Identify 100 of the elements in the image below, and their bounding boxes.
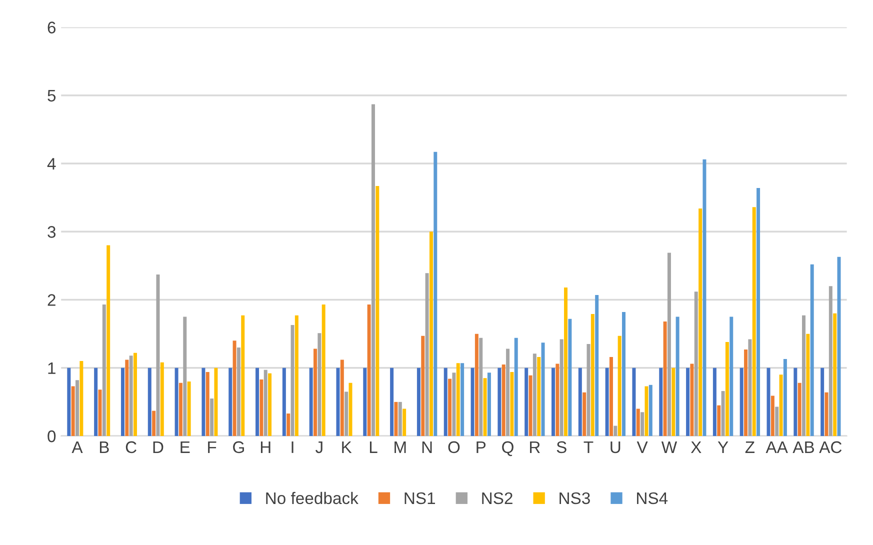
bar <box>444 368 448 436</box>
bar <box>798 382 802 436</box>
bar <box>833 313 837 436</box>
bar <box>290 324 294 436</box>
x-tick-label: AC <box>819 441 842 454</box>
bar <box>694 292 698 436</box>
bar <box>206 372 210 436</box>
bar <box>394 402 398 436</box>
bar <box>314 348 317 436</box>
bar <box>210 398 214 436</box>
bar <box>421 336 425 436</box>
legend-label: NS3 <box>560 492 590 504</box>
bar <box>318 333 322 436</box>
bar <box>752 207 756 436</box>
bar <box>152 410 156 436</box>
bar <box>712 368 716 436</box>
bar <box>94 368 98 436</box>
bar <box>590 314 594 436</box>
x-tick-label: T <box>584 441 594 453</box>
bar <box>340 360 344 436</box>
bar <box>605 368 609 436</box>
x-tick-label: K <box>342 441 352 453</box>
x-tick-label: E <box>180 441 190 453</box>
bar <box>667 252 671 436</box>
bar <box>80 361 84 436</box>
bar <box>133 352 137 436</box>
x-tick-label: S <box>556 441 566 454</box>
bar <box>129 356 133 436</box>
x-tick-label: D <box>153 441 164 453</box>
bar <box>309 368 313 436</box>
x-tick-label: Y <box>718 441 728 453</box>
bar <box>256 368 260 436</box>
bar <box>125 360 129 436</box>
bar <box>452 372 456 436</box>
bar <box>524 368 528 436</box>
bar <box>556 364 560 436</box>
bar <box>614 426 618 436</box>
bar <box>376 186 380 436</box>
bar <box>183 316 187 436</box>
bar <box>725 342 729 436</box>
bar <box>429 232 433 436</box>
bar <box>286 414 290 436</box>
bar <box>806 334 810 436</box>
bar <box>748 339 752 436</box>
bar <box>268 373 272 436</box>
bar <box>425 273 429 436</box>
bar <box>187 382 191 436</box>
bar <box>76 380 80 436</box>
x-tick-label: R <box>530 441 540 453</box>
bar <box>483 378 487 436</box>
bar <box>648 384 652 436</box>
bar <box>810 264 814 436</box>
legend-label: No feedback <box>266 492 358 504</box>
x-tick-label: W <box>661 441 678 453</box>
bar <box>67 368 71 436</box>
bar <box>178 382 182 436</box>
bar <box>98 390 102 436</box>
bar <box>775 406 779 436</box>
bar <box>510 372 514 436</box>
x-tick-label: AA <box>766 441 788 453</box>
bar <box>541 342 545 436</box>
bar <box>506 348 510 436</box>
bar <box>802 315 806 436</box>
x-tick-label: L <box>370 441 378 453</box>
bar <box>770 396 774 436</box>
bar <box>502 364 506 436</box>
bar <box>106 245 110 436</box>
bar <box>160 362 164 436</box>
x-tick-label: Q <box>502 441 514 456</box>
bar <box>756 188 760 436</box>
x-tick-label: J <box>316 441 322 454</box>
bar <box>824 392 828 436</box>
bar <box>564 287 568 436</box>
x-tick-label: N <box>422 441 432 453</box>
bar <box>609 356 613 436</box>
bar <box>632 368 636 436</box>
bar <box>102 304 106 436</box>
bar <box>690 364 694 436</box>
legend-label: NS2 <box>482 492 512 504</box>
x-tick-label: O <box>448 441 460 454</box>
bar <box>686 368 690 436</box>
y-tick-label: 4 <box>47 158 56 170</box>
bar <box>479 338 483 436</box>
bar <box>837 256 841 436</box>
x-tick-label: I <box>292 441 294 453</box>
bar <box>528 375 532 436</box>
bar <box>578 368 582 436</box>
bar <box>659 368 663 436</box>
bar <box>174 368 178 436</box>
bar <box>260 379 264 436</box>
bar <box>779 374 783 436</box>
bar <box>721 391 725 436</box>
bar <box>264 370 268 436</box>
bar <box>241 315 245 436</box>
bar <box>676 316 680 436</box>
bar <box>448 378 452 436</box>
bar <box>367 304 371 436</box>
y-tick-label: 6 <box>48 22 56 34</box>
bar <box>582 392 586 436</box>
bar <box>744 349 748 436</box>
